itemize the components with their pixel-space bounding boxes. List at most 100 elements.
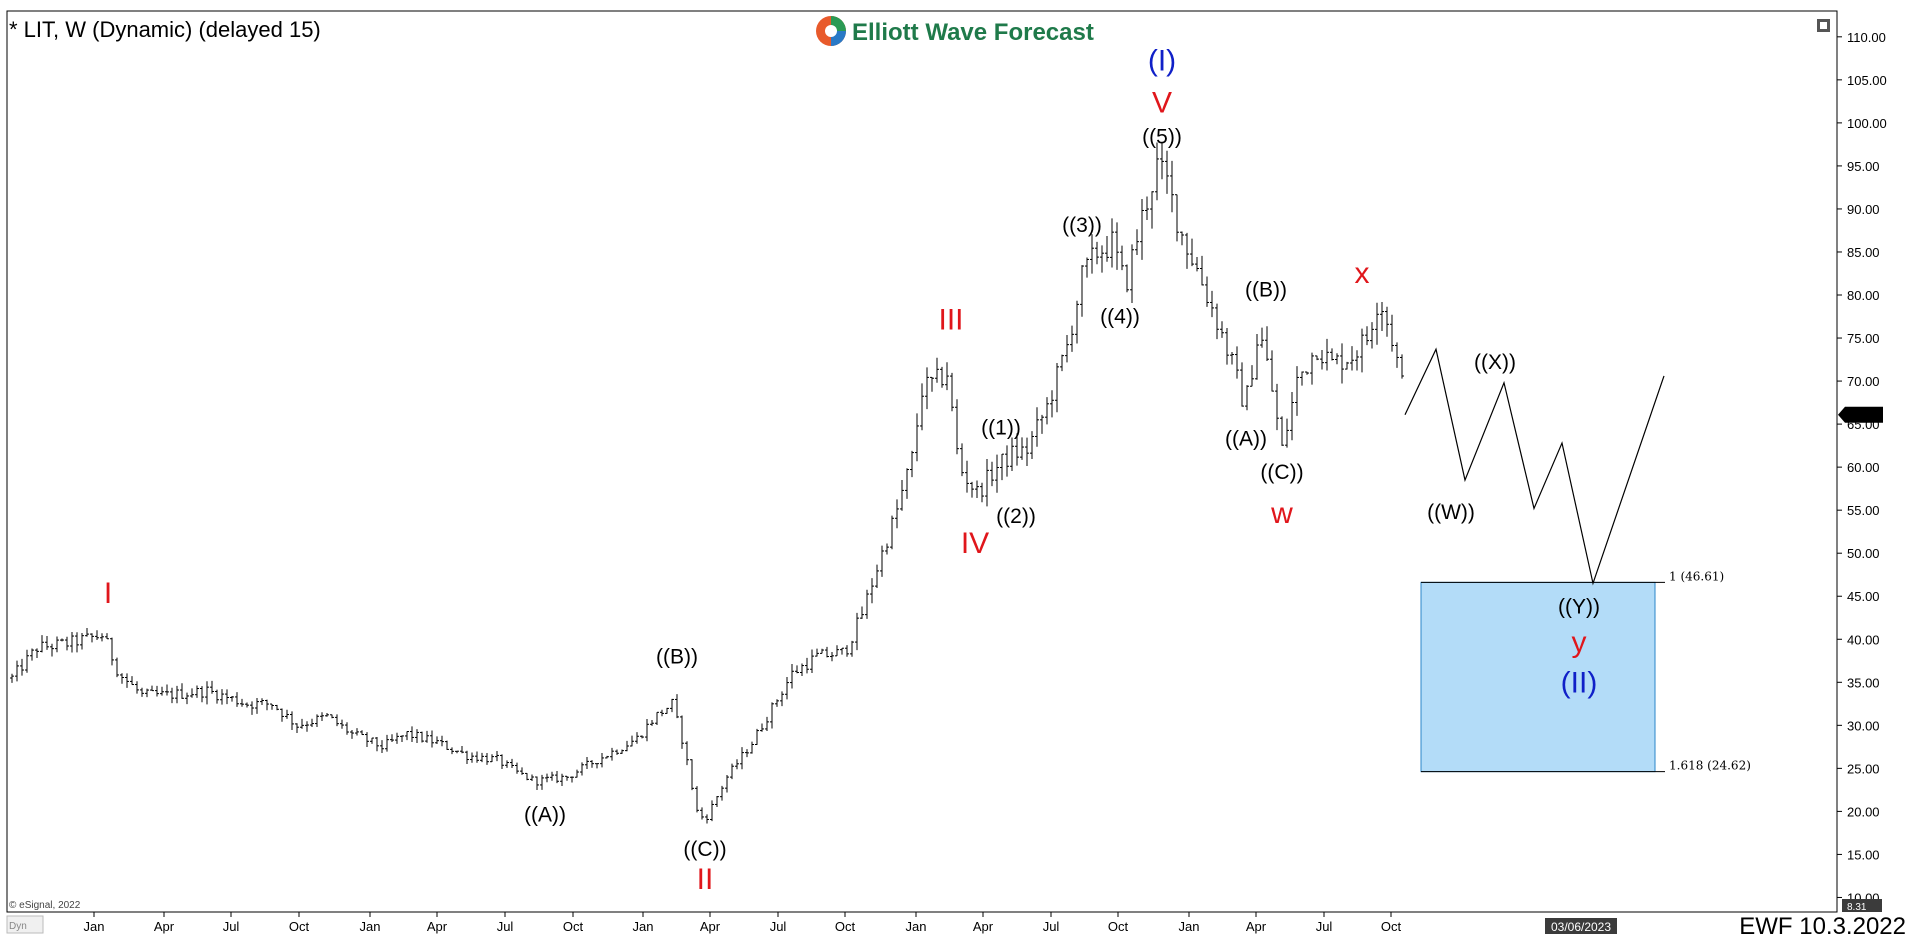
price-bar — [295, 723, 299, 733]
price-bar — [90, 633, 94, 643]
price-bar — [1175, 194, 1179, 242]
price-bar — [330, 714, 334, 719]
date-badge — [1545, 918, 1617, 934]
price-bar — [1370, 322, 1374, 349]
price-bar — [250, 701, 254, 715]
price-bar — [355, 728, 359, 736]
price-bar — [845, 645, 849, 657]
price-bar — [770, 702, 774, 729]
price-bar — [555, 771, 559, 784]
price-bar — [1130, 244, 1134, 303]
price-bar — [1375, 302, 1379, 345]
brand-logo — [816, 16, 846, 46]
time-tick-label: Jan — [360, 919, 381, 934]
time-tick-label: Oct — [1108, 919, 1129, 934]
time-tick-label: Apr — [154, 919, 175, 934]
price-bar — [1140, 199, 1144, 260]
price-tick-label: 75.00 — [1847, 331, 1880, 346]
price-bar — [1160, 141, 1164, 180]
last-price-value: 66.09 — [1847, 408, 1880, 423]
price-bar — [1365, 326, 1369, 346]
price-bar — [840, 647, 844, 655]
price-bar — [900, 480, 904, 511]
price-bar — [200, 686, 204, 703]
time-tick-label: Jul — [770, 919, 787, 934]
projection-line — [1404, 347, 1665, 586]
price-bar — [585, 757, 589, 770]
price-bar — [745, 749, 749, 758]
price-bar — [165, 684, 169, 696]
price-bar — [1330, 348, 1334, 361]
price-tick-label: 40.00 — [1847, 632, 1880, 647]
time-tick-label: Apr — [427, 919, 448, 934]
last-price-marker: 66.09 — [1838, 406, 1883, 423]
price-bar — [385, 734, 389, 752]
price-bar — [1055, 362, 1059, 413]
price-bar — [395, 732, 399, 744]
price-bar — [425, 730, 429, 743]
price-bar — [1200, 255, 1204, 286]
wave-label: ((2)) — [996, 505, 1036, 528]
price-tick-label: 90.00 — [1847, 202, 1880, 217]
price-bar — [1025, 437, 1029, 467]
price-bar — [1265, 326, 1269, 361]
price-bar — [1345, 361, 1349, 370]
price-bar — [1220, 321, 1224, 338]
price-bar — [870, 578, 874, 604]
price-bar — [920, 383, 924, 431]
price-bar — [225, 689, 229, 705]
price-bar — [1215, 303, 1219, 340]
price-bar — [180, 683, 184, 699]
price-bar — [235, 692, 239, 707]
price-bar — [380, 740, 384, 754]
price-bar — [280, 708, 284, 722]
time-tick-label: Apr — [700, 919, 721, 934]
price-bar — [670, 698, 674, 713]
price-bar — [1280, 416, 1284, 446]
wave-label: II — [697, 863, 714, 896]
price-bar — [575, 769, 579, 778]
price-bar — [1170, 160, 1174, 213]
wave-label: y — [1572, 626, 1587, 659]
wave-labels: I((A))((B))((C))IIIII((1))((2))IV((3))((… — [104, 44, 1600, 895]
price-bar — [715, 796, 719, 808]
price-bar — [460, 745, 464, 754]
price-bar — [525, 772, 529, 781]
price-bar — [875, 564, 879, 589]
price-bar — [65, 636, 69, 651]
price-bar — [480, 752, 484, 763]
wave-label: ((5)) — [1142, 126, 1182, 149]
price-bar — [940, 366, 944, 388]
price-bar — [1005, 445, 1009, 477]
price-bar — [420, 731, 424, 743]
price-bar — [85, 628, 89, 637]
price-bar — [905, 468, 909, 499]
chart-title: * LIT, W (Dynamic) (delayed 15) — [9, 17, 321, 42]
price-bar — [20, 658, 24, 676]
price-bar — [365, 732, 369, 748]
price-bar — [1060, 354, 1064, 372]
price-bar — [955, 399, 959, 455]
wave-label: (II) — [1561, 667, 1598, 700]
price-bar — [1020, 437, 1024, 460]
copyright-text: © eSignal, 2022 — [9, 900, 81, 911]
price-bar — [1180, 231, 1184, 246]
price-bar — [175, 685, 179, 704]
price-bar — [540, 774, 544, 790]
price-bar — [645, 718, 649, 742]
price-bar — [700, 807, 704, 820]
time-tick-label: Jul — [1316, 919, 1333, 934]
price-bar — [915, 413, 919, 462]
price-bar — [1120, 245, 1124, 271]
wave-label: (I) — [1148, 44, 1176, 77]
price-tick-label: 15.00 — [1847, 847, 1880, 862]
price-bar — [690, 759, 694, 791]
price-bar — [835, 645, 839, 657]
price-bar — [435, 736, 439, 744]
wave-label: ((Y)) — [1558, 595, 1600, 618]
brand-name: Elliott Wave Forecast — [852, 19, 1094, 46]
target-zone: 1 (46.61) 1.618 (24.62) — [1420, 569, 1751, 773]
price-bar — [195, 685, 199, 698]
price-bar — [755, 728, 759, 746]
price-bar — [490, 754, 494, 763]
